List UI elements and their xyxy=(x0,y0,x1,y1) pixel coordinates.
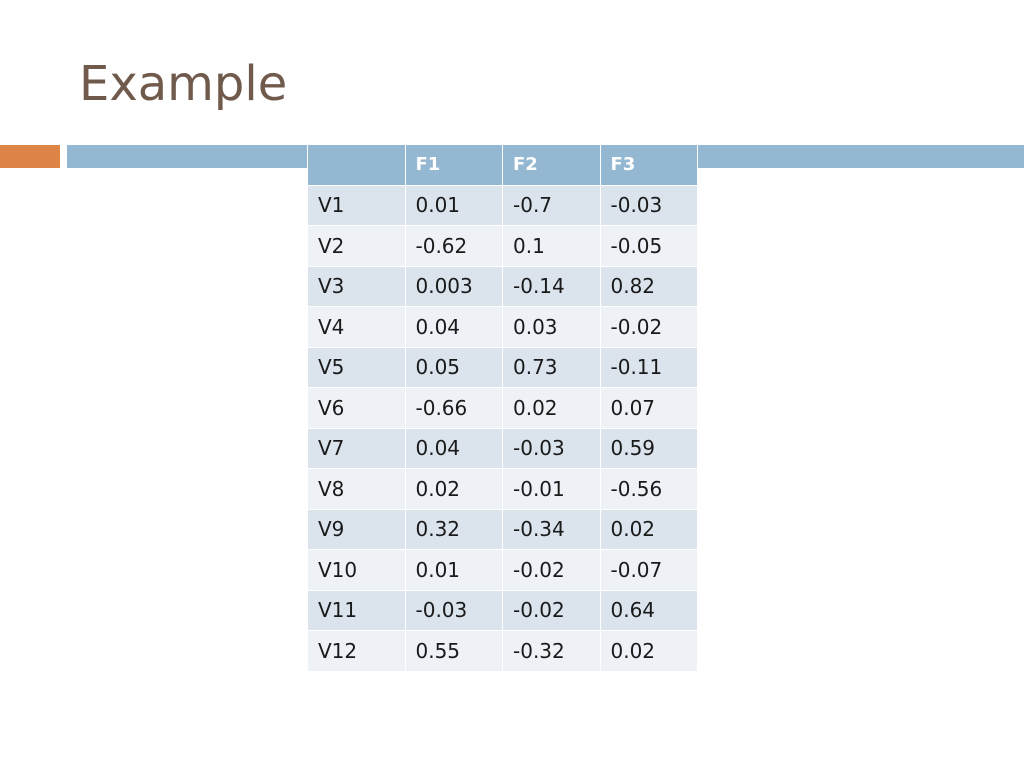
table-cell: -0.11 xyxy=(599,346,698,388)
table-cell: -0.05 xyxy=(599,225,698,267)
table-cell: -0.66 xyxy=(404,387,503,429)
header-cell-f3: F3 xyxy=(599,144,698,186)
table-cell: 0.64 xyxy=(599,589,698,631)
table-cell: -0.56 xyxy=(599,468,698,510)
row-label-cell: V8 xyxy=(307,468,406,510)
table-body: V1 0.01 -0.7 -0.03 V2 -0.62 0.1 -0.05 V3… xyxy=(307,184,698,672)
table-row: V4 0.04 0.03 -0.02 xyxy=(307,306,698,348)
accent-bar-orange xyxy=(0,145,60,168)
table-cell: 0.55 xyxy=(404,630,503,672)
row-label-cell: V1 xyxy=(307,184,406,226)
table-cell: 0.02 xyxy=(599,508,698,550)
table-row: V6 -0.66 0.02 0.07 xyxy=(307,387,698,429)
table-cell: 0.07 xyxy=(599,387,698,429)
table-row: V9 0.32 -0.34 0.02 xyxy=(307,508,698,550)
table-cell: 0.32 xyxy=(404,508,503,550)
table-header: F1 F2 F3 xyxy=(307,144,698,186)
table-cell: -0.34 xyxy=(502,508,601,550)
table-header-row: F1 F2 F3 xyxy=(307,144,698,186)
table-cell: -0.62 xyxy=(404,225,503,267)
table-cell: 0.82 xyxy=(599,265,698,307)
table-cell: -0.14 xyxy=(502,265,601,307)
row-label-cell: V2 xyxy=(307,225,406,267)
table-cell: 0.01 xyxy=(404,184,503,226)
table-cell: -0.01 xyxy=(502,468,601,510)
loadings-table: F1 F2 F3 V1 0.01 -0.7 -0.03 V2 -0.62 0.1… xyxy=(307,144,698,672)
table-cell: -0.32 xyxy=(502,630,601,672)
table-cell: -0.02 xyxy=(502,549,601,591)
table-cell: 0.04 xyxy=(404,427,503,469)
table-row: V3 0.003 -0.14 0.82 xyxy=(307,265,698,307)
table-cell: -0.02 xyxy=(502,589,601,631)
table-cell: 0.59 xyxy=(599,427,698,469)
row-label-cell: V4 xyxy=(307,306,406,348)
table-cell: 0.04 xyxy=(404,306,503,348)
header-cell-corner xyxy=(307,144,406,186)
header-cell-f1: F1 xyxy=(404,144,503,186)
table-row: V8 0.02 -0.01 -0.56 xyxy=(307,468,698,510)
row-label-cell: V3 xyxy=(307,265,406,307)
table-cell: -0.03 xyxy=(404,589,503,631)
table-cell: 0.05 xyxy=(404,346,503,388)
table-cell: 0.1 xyxy=(502,225,601,267)
slide-title: Example xyxy=(79,56,288,112)
row-label-cell: V7 xyxy=(307,427,406,469)
table-cell: -0.03 xyxy=(502,427,601,469)
table-cell: -0.03 xyxy=(599,184,698,226)
table-cell: 0.02 xyxy=(502,387,601,429)
table-row: V11 -0.03 -0.02 0.64 xyxy=(307,589,698,631)
row-label-cell: V12 xyxy=(307,630,406,672)
table-row: V1 0.01 -0.7 -0.03 xyxy=(307,184,698,226)
row-label-cell: V9 xyxy=(307,508,406,550)
table-row: V10 0.01 -0.02 -0.07 xyxy=(307,549,698,591)
table-cell: -0.07 xyxy=(599,549,698,591)
table-cell: 0.02 xyxy=(404,468,503,510)
row-label-cell: V6 xyxy=(307,387,406,429)
row-label-cell: V5 xyxy=(307,346,406,388)
table-cell: 0.03 xyxy=(502,306,601,348)
table-cell: 0.02 xyxy=(599,630,698,672)
table-row: V12 0.55 -0.32 0.02 xyxy=(307,630,698,672)
table-cell: -0.02 xyxy=(599,306,698,348)
table-cell: -0.7 xyxy=(502,184,601,226)
row-label-cell: V10 xyxy=(307,549,406,591)
table-cell: 0.003 xyxy=(404,265,503,307)
table-row: V7 0.04 -0.03 0.59 xyxy=(307,427,698,469)
table-cell: 0.01 xyxy=(404,549,503,591)
table-row: V2 -0.62 0.1 -0.05 xyxy=(307,225,698,267)
table-row: V5 0.05 0.73 -0.11 xyxy=(307,346,698,388)
table-cell: 0.73 xyxy=(502,346,601,388)
row-label-cell: V11 xyxy=(307,589,406,631)
header-cell-f2: F2 xyxy=(502,144,601,186)
